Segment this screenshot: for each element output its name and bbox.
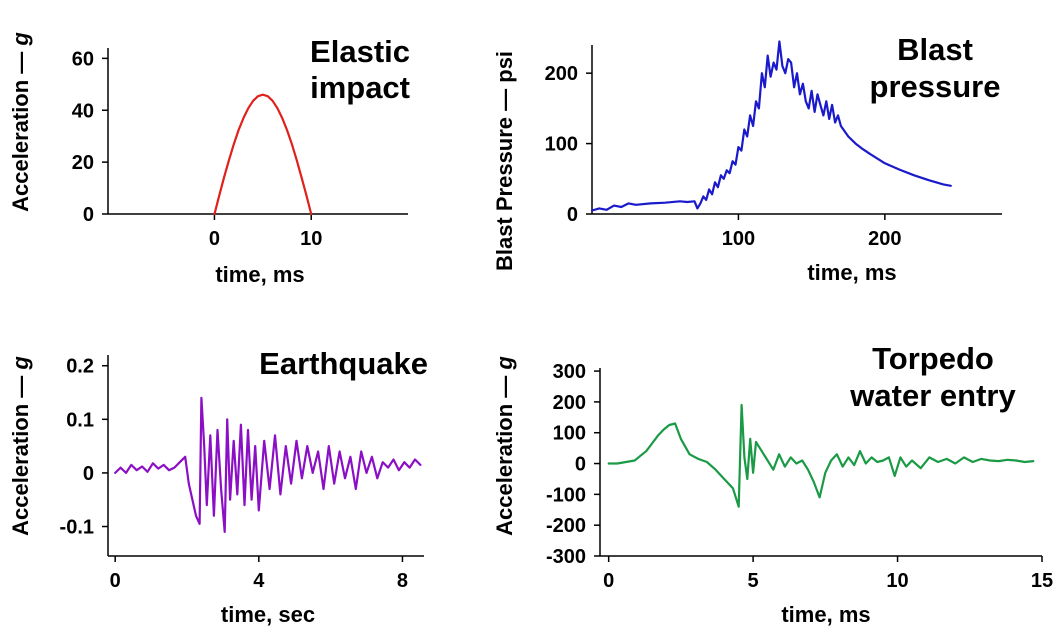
x-axis-label: time, ms bbox=[807, 260, 896, 285]
chart-title-line-2: impact bbox=[310, 70, 410, 105]
chart-title-line-1: Torpedo bbox=[872, 341, 994, 376]
y-tick-label: 0.1 bbox=[66, 409, 94, 431]
y-axis-label: Acceleration — g bbox=[8, 356, 33, 536]
x-axis-label: time, sec bbox=[221, 602, 315, 627]
series-line-torpedo bbox=[607, 403, 1035, 508]
y-tick-label: 20 bbox=[72, 152, 94, 174]
chart-title-line-1: Blast bbox=[897, 32, 973, 67]
x-tick-label: 8 bbox=[397, 570, 408, 592]
chart-elastic-impact: Elastic impact time, ms Acceleration — g… bbox=[8, 32, 410, 287]
y-tick-label: -200 bbox=[546, 515, 586, 537]
x-tick-label: 0 bbox=[110, 570, 121, 592]
series-line-earthquake bbox=[114, 396, 422, 534]
chart-torpedo-water-entry: Torpedo water entry time, ms Acceleratio… bbox=[492, 341, 1053, 627]
y-axis-label-unit: g bbox=[492, 356, 517, 371]
x-tick-label: 15 bbox=[1031, 570, 1053, 592]
x-tick-label: 5 bbox=[748, 570, 759, 592]
y-axis-label-text: Acceleration — bbox=[8, 376, 33, 536]
chart-earthquake: Earthquake time, sec Acceleration — g -0… bbox=[8, 346, 428, 627]
y-tick-label: -0.1 bbox=[60, 517, 94, 539]
y-axis-label-unit: g bbox=[8, 356, 33, 371]
y-tick-label: -100 bbox=[546, 484, 586, 506]
chart-title-line-1: Elastic bbox=[310, 34, 410, 69]
y-tick-label: 40 bbox=[72, 100, 94, 122]
x-axis-label: time, ms bbox=[781, 602, 870, 627]
x-tick-label: 200 bbox=[868, 228, 901, 250]
x-tick-label: 0 bbox=[603, 570, 614, 592]
y-axis-label: Blast Pressure — psi bbox=[492, 51, 517, 271]
y-axis-label-unit: g bbox=[8, 32, 33, 47]
series-line-blast bbox=[590, 40, 952, 212]
x-tick-label: 10 bbox=[300, 228, 322, 250]
y-tick-label: 0.2 bbox=[66, 356, 94, 378]
x-axis-label: time, ms bbox=[215, 262, 304, 287]
y-tick-label: 200 bbox=[545, 63, 578, 85]
x-tick-label: 10 bbox=[886, 570, 908, 592]
x-tick-label: 4 bbox=[253, 570, 265, 592]
chart-title-line-1: Earthquake bbox=[259, 346, 428, 381]
x-tick-label: 0 bbox=[209, 228, 220, 250]
y-tick-label: 100 bbox=[545, 134, 578, 156]
y-tick-label: -300 bbox=[546, 546, 586, 568]
x-tick-label: 100 bbox=[722, 228, 755, 250]
y-axis-label: Acceleration — g bbox=[8, 32, 33, 212]
y-axis-label-text: Acceleration — bbox=[492, 376, 517, 536]
chart-title-line-2: water entry bbox=[849, 378, 1016, 413]
y-tick-label: 0 bbox=[575, 454, 586, 476]
y-tick-label: 0 bbox=[83, 204, 94, 226]
series-line-elastic bbox=[213, 93, 313, 216]
chart-title-line-2: pressure bbox=[870, 69, 1001, 104]
y-axis-label: Acceleration — g bbox=[492, 356, 517, 536]
y-tick-label: 0 bbox=[83, 463, 94, 485]
y-tick-label: 200 bbox=[553, 392, 586, 414]
y-tick-label: 60 bbox=[72, 48, 94, 70]
chart-blast-pressure: Blast pressure time, ms Blast Pressure —… bbox=[492, 32, 1002, 285]
y-tick-label: 300 bbox=[553, 361, 586, 383]
y-tick-label: 0 bbox=[567, 204, 578, 226]
y-tick-label: 100 bbox=[553, 423, 586, 445]
y-axis-label-text: Acceleration — bbox=[8, 52, 33, 212]
